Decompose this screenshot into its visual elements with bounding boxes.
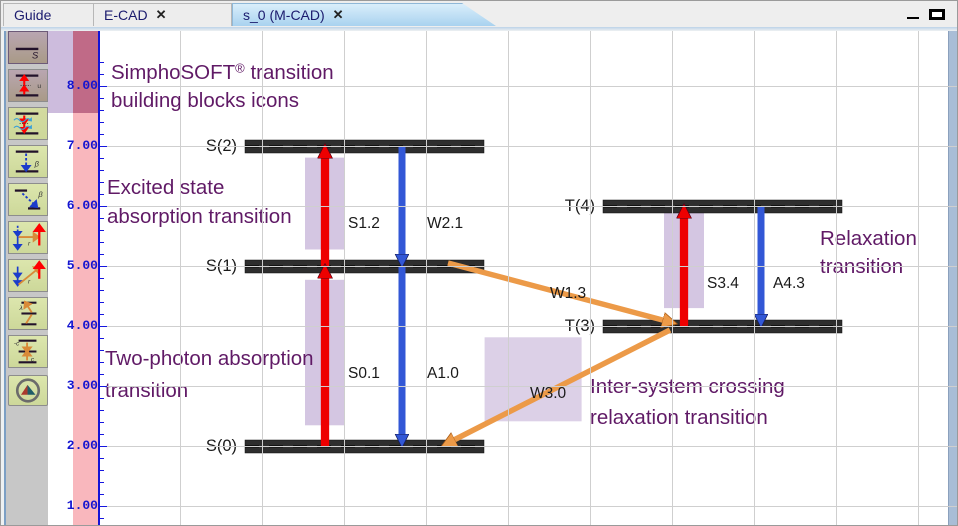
svg-text:A1.0: A1.0 [427, 365, 459, 382]
svg-text:-c: -c [14, 340, 20, 347]
svg-text:r: r [28, 278, 31, 285]
svg-text:u: u [37, 83, 41, 90]
svg-text:Excited state: Excited state [107, 176, 224, 199]
svg-text:W2.1: W2.1 [427, 215, 463, 232]
svg-text:S0.1: S0.1 [348, 365, 380, 382]
svg-text:β: β [34, 160, 40, 169]
svg-text:transition: transition [105, 379, 188, 402]
svg-text:Two-photon absorption: Two-photon absorption [105, 347, 314, 370]
svg-text:building blocks icons: building blocks icons [111, 89, 299, 112]
svg-text:S: S [32, 49, 39, 60]
svg-text:λ: λ [19, 305, 23, 312]
svg-text:Relaxation: Relaxation [820, 227, 917, 250]
svg-text:S3.4: S3.4 [707, 275, 739, 292]
svg-text:W3.0: W3.0 [530, 385, 567, 402]
svg-text:β: β [37, 190, 43, 199]
svg-text:r: r [28, 240, 31, 247]
svg-text:A4.3: A4.3 [773, 275, 805, 292]
svg-text:relaxation transition: relaxation transition [590, 406, 768, 429]
svg-text:S1.2: S1.2 [348, 215, 380, 232]
svg-text:absorption transition: absorption transition [107, 205, 292, 228]
svg-text:W1.3: W1.3 [550, 285, 586, 302]
svg-text:SimphoSOFT® transition: SimphoSOFT® transition [111, 61, 334, 85]
